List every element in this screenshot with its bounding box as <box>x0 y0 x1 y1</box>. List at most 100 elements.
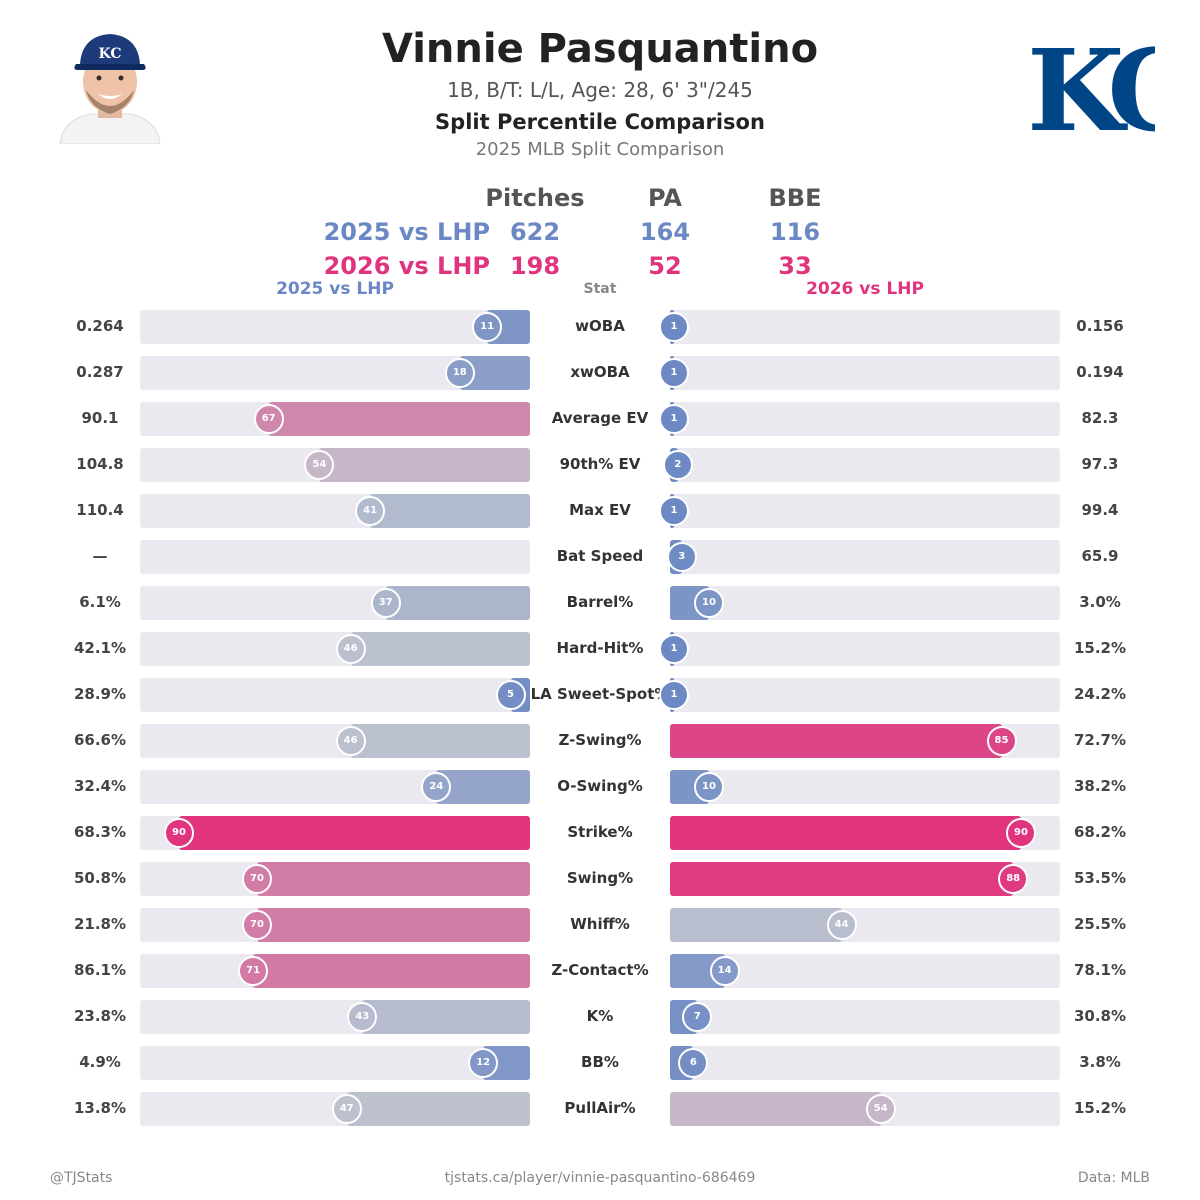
left-stat-value: 6.1% <box>79 593 121 611</box>
left-percentile-bar <box>346 1092 530 1126</box>
right-percentile-label: 1 <box>659 404 689 434</box>
right-bar-track: 88 <box>670 862 1060 896</box>
left-stat-value: 50.8% <box>73 869 127 887</box>
right-percentile-label: 54 <box>865 1094 896 1124</box>
right-bar-track: 6 <box>670 1046 1060 1080</box>
right-stat-value: 68.2% <box>1073 823 1127 841</box>
right-bar-track: 54 <box>670 1092 1060 1126</box>
stat-label: 90th% EV <box>559 455 641 473</box>
right-stat-value: 53.5% <box>1073 869 1127 887</box>
left-percentile-bar <box>319 448 530 482</box>
player-headshot: KC <box>50 24 170 144</box>
left-bar-track: 41 <box>140 494 530 528</box>
summary-pitches: 622 <box>509 218 561 246</box>
right-percentile-bar <box>670 1092 881 1126</box>
left-percentile-bar <box>370 494 530 528</box>
left-percentile-label: 90 <box>164 818 194 848</box>
stat-label: Strike% <box>567 823 633 841</box>
left-bar-track: 67 <box>140 402 530 436</box>
chart-row: — Bat Speed 3 65.9 <box>0 540 1200 574</box>
chart-row: 104.8 54 90th% EV 2 97.3 <box>0 448 1200 482</box>
right-stat-value: 24.2% <box>1073 685 1127 703</box>
right-bar-track: 85 <box>670 724 1060 758</box>
summary-col-pa: PA <box>648 184 682 212</box>
right-stat-value: 25.5% <box>1073 915 1127 933</box>
right-percentile-label: 14 <box>709 956 740 986</box>
summary-row-label: 2025 vs LHP <box>323 218 490 246</box>
summary-bbe: 33 <box>778 252 812 280</box>
left-percentile-bar <box>362 1000 530 1034</box>
left-stat-value: 13.8% <box>73 1099 127 1117</box>
summary-pitches: 198 <box>509 252 561 280</box>
summary-pa: 52 <box>648 252 682 280</box>
left-percentile-bar <box>257 862 530 896</box>
left-stat-value: 68.3% <box>73 823 127 841</box>
stat-column-header: Stat <box>583 281 617 297</box>
chart-row: 50.8% 70 Swing% 88 53.5% <box>0 862 1200 896</box>
left-bar-track: 54 <box>140 448 530 482</box>
left-stat-value: 4.9% <box>79 1053 121 1071</box>
left-bar-track: 70 <box>140 908 530 942</box>
right-percentile-label: 10 <box>694 588 724 618</box>
left-stat-value: 66.6% <box>73 731 127 749</box>
left-percentile-label: 5 <box>495 680 526 710</box>
chart-row: 28.9% 5 LA Sweet-Spot% 1 24.2% <box>0 678 1200 712</box>
left-percentile-label: 71 <box>238 956 269 986</box>
left-bar-track: 70 <box>140 862 530 896</box>
left-bar-track: 18 <box>140 356 530 390</box>
stat-label: Max EV <box>569 501 631 519</box>
left-bar-track: 47 <box>140 1092 530 1126</box>
right-bar-track: 7 <box>670 1000 1060 1034</box>
left-percentile-label: 67 <box>253 404 284 434</box>
left-bar-track: 11 <box>140 310 530 344</box>
chart-row: 4.9% 12 BB% 6 3.8% <box>0 1046 1200 1080</box>
left-column-header: 2025 vs LHP <box>276 279 394 299</box>
player-name: Vinnie Pasquantino <box>381 26 819 72</box>
chart-row: 6.1% 37 Barrel% 10 3.0% <box>0 586 1200 620</box>
left-bar-track: 71 <box>140 954 530 988</box>
left-percentile-label: 47 <box>331 1094 362 1124</box>
right-stat-value: 72.7% <box>1073 731 1127 749</box>
left-bar-track: 46 <box>140 632 530 666</box>
left-stat-value: 0.287 <box>76 363 124 381</box>
right-bar-track: 10 <box>670 770 1060 804</box>
chart-row: 68.3% 90 Strike% 90 68.2% <box>0 816 1200 850</box>
team-logo-text: KC <box>1027 26 1155 147</box>
right-stat-value: 15.2% <box>1073 639 1127 657</box>
left-stat-value: 42.1% <box>73 639 127 657</box>
right-stat-value: 65.9 <box>1081 547 1119 565</box>
left-percentile-bar <box>350 724 530 758</box>
chart-row: 23.8% 43 K% 7 30.8% <box>0 1000 1200 1034</box>
stat-label: K% <box>586 1007 614 1025</box>
left-percentile-bar <box>385 586 530 620</box>
left-percentile-label: 11 <box>472 312 503 342</box>
team-logo-image: KC <box>1027 26 1200 157</box>
left-stat-value: — <box>92 547 108 565</box>
left-percentile-bar <box>350 632 530 666</box>
right-percentile-label: 7 <box>682 1002 713 1032</box>
summary-row-label: 2026 vs LHP <box>323 252 490 280</box>
right-bar-track: 90 <box>670 816 1060 850</box>
stat-label: Z-Contact% <box>551 961 649 979</box>
right-percentile-bar <box>670 862 1014 896</box>
left-percentile-label: 24 <box>421 772 452 802</box>
right-bar-track: 10 <box>670 586 1060 620</box>
chart-row: 66.6% 46 Z-Swing% 85 72.7% <box>0 724 1200 758</box>
left-percentile-label: 70 <box>242 910 272 940</box>
chart-row: 90.1 67 Average EV 1 82.3 <box>0 402 1200 436</box>
right-stat-value: 97.3 <box>1081 455 1119 473</box>
left-bar-track: 12 <box>140 1046 530 1080</box>
right-percentile-label: 85 <box>986 726 1017 756</box>
right-percentile-label: 1 <box>659 634 689 664</box>
right-percentile-bar <box>670 724 1002 758</box>
right-bar-track: 1 <box>659 632 1060 666</box>
left-bar-track: 90 <box>140 816 530 850</box>
right-column-header: 2026 vs LHP <box>806 279 924 299</box>
right-bar-track: 44 <box>670 908 1060 942</box>
left-bar-track: 24 <box>140 770 530 804</box>
right-percentile-label: 1 <box>659 680 689 710</box>
chart-title: Split Percentile Comparison <box>435 110 765 134</box>
chart-row: 86.1% 71 Z-Contact% 14 78.1% <box>0 954 1200 988</box>
left-percentile-bar <box>253 954 530 988</box>
right-percentile-label: 3 <box>666 542 697 572</box>
